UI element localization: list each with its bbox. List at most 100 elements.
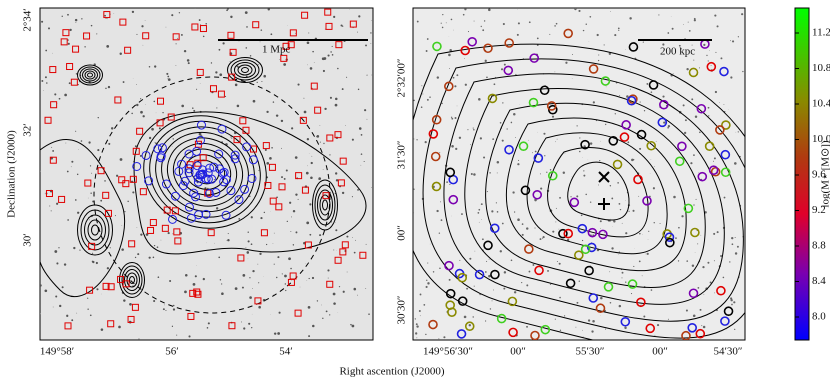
star [136,227,138,229]
galaxy-marker [720,149,731,160]
galaxy-marker [189,289,197,297]
galaxy-marker [619,132,630,142]
galaxy-marker [430,151,441,162]
star [459,259,461,261]
member-marker [195,170,205,180]
star [565,61,568,64]
contour [143,115,267,229]
star [473,285,475,287]
star [672,73,674,75]
star [365,243,367,245]
star [449,183,451,186]
star [556,138,558,140]
galaxy-marker [695,328,706,339]
star [416,20,419,23]
star [231,138,233,139]
star [142,44,144,46]
star [452,76,455,79]
star [646,82,649,85]
star [97,116,99,119]
member-marker [180,176,190,186]
star [456,74,459,77]
star [132,191,135,194]
star [445,22,447,24]
galaxy-marker [428,319,438,330]
star [488,8,491,12]
y-axis-label: Declination (J2000) [6,130,18,218]
star [591,241,592,243]
star [71,319,74,322]
star [226,9,228,12]
contour [505,117,687,272]
star [171,145,173,147]
star [338,286,341,288]
galaxy-marker [584,265,594,276]
member-marker [240,184,250,194]
galaxy-marker [489,223,500,234]
contour [166,137,244,207]
galaxy-marker [128,240,136,248]
star [116,174,119,177]
star [542,237,544,239]
star [534,150,537,153]
galaxy-marker [275,203,283,211]
galaxy-marker [565,278,576,289]
galaxy-marker [626,95,637,106]
contour [241,67,249,73]
star [119,158,123,161]
galaxy-marker [124,46,132,54]
star [91,172,93,174]
star [441,26,444,29]
member-marker [196,120,206,130]
star [283,177,286,180]
galaxy-marker [457,296,468,306]
galaxy-marker [504,144,514,155]
star [604,232,606,233]
star [153,299,156,303]
star [207,322,210,325]
star [608,52,612,55]
star [583,174,586,177]
star [256,81,258,83]
star [488,274,491,278]
star [264,148,267,151]
star [742,70,744,73]
member-marker [170,191,180,201]
star [469,86,471,88]
member-marker [186,213,196,223]
y-tick-label: 00″ [396,225,408,241]
star [454,85,457,88]
y-tick-label: 2°32′00″ [396,59,408,98]
galaxy-marker [122,280,130,288]
star [303,110,307,114]
galaxy-marker [431,114,442,125]
star [683,131,687,135]
galaxy-marker [432,41,442,52]
star [144,20,146,21]
star [536,44,539,46]
star [467,129,469,131]
galaxy-marker [207,229,215,237]
star [48,27,50,30]
star [429,243,431,245]
star [597,59,600,62]
star [469,257,472,260]
galaxy-marker [715,125,725,135]
star [360,153,363,155]
star [483,20,486,22]
galaxy-marker [84,179,92,187]
star [194,8,196,9]
member-marker [219,177,229,187]
star [454,116,457,119]
member-marker [184,149,194,159]
star [290,267,292,270]
star [598,184,599,186]
star [357,31,359,33]
star [364,109,367,112]
star [332,292,336,296]
star [192,107,194,109]
star [219,279,222,281]
star [324,28,326,30]
star [337,67,339,70]
star [713,260,715,262]
